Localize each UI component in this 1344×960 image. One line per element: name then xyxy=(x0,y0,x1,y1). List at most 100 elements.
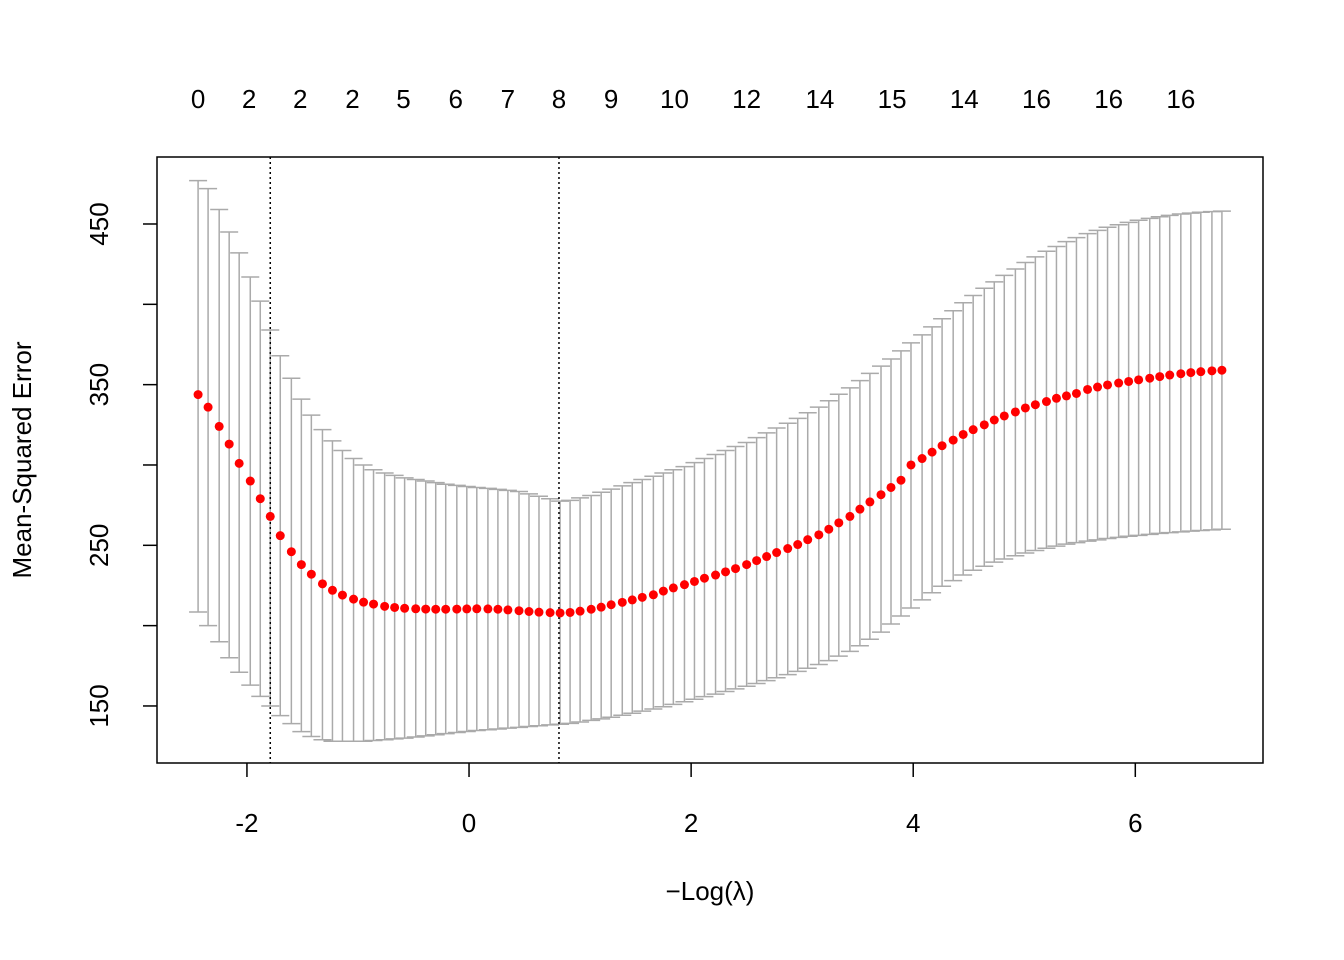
point xyxy=(472,604,482,614)
top-axis-label: 16 xyxy=(1166,84,1195,114)
point xyxy=(699,573,709,583)
point xyxy=(1083,384,1093,394)
point xyxy=(1051,393,1061,403)
point xyxy=(431,604,441,614)
y-tick-label: 150 xyxy=(84,684,114,727)
point xyxy=(296,560,306,570)
point xyxy=(369,599,379,609)
plot-frame xyxy=(156,156,1264,764)
point xyxy=(349,594,359,604)
point xyxy=(1020,403,1030,413)
point xyxy=(689,576,699,586)
point xyxy=(742,560,752,570)
point xyxy=(234,458,244,468)
point xyxy=(752,556,762,566)
point xyxy=(711,570,721,580)
point xyxy=(834,518,844,528)
point xyxy=(337,590,347,600)
x-tick-label: 6 xyxy=(1128,808,1142,838)
point xyxy=(555,608,565,618)
point xyxy=(1176,369,1186,379)
top-axis-label: 12 xyxy=(732,84,761,114)
point xyxy=(596,602,606,612)
point xyxy=(1134,375,1144,385)
point xyxy=(814,530,824,540)
point xyxy=(865,497,875,507)
top-axis-label: 6 xyxy=(448,84,462,114)
top-axis-label: 5 xyxy=(396,84,410,114)
point xyxy=(772,548,782,558)
point xyxy=(762,552,772,562)
point xyxy=(793,540,803,550)
point xyxy=(968,425,978,435)
point xyxy=(421,604,431,614)
point xyxy=(255,494,265,504)
point xyxy=(855,504,865,514)
point xyxy=(514,606,524,616)
top-axis-label: 14 xyxy=(950,84,979,114)
point xyxy=(586,604,596,614)
y-axis-title: Mean-Squared Error xyxy=(7,341,37,578)
top-axis-label: 15 xyxy=(878,84,907,114)
point xyxy=(679,580,689,590)
point xyxy=(606,600,616,610)
point xyxy=(637,592,647,602)
top-axis-label: 2 xyxy=(242,84,256,114)
point xyxy=(989,415,999,425)
point xyxy=(845,511,855,521)
point xyxy=(400,603,410,613)
point xyxy=(979,420,989,430)
point xyxy=(824,524,834,534)
point xyxy=(1124,376,1134,386)
top-axis-label: 14 xyxy=(805,84,834,114)
point xyxy=(627,595,637,605)
point xyxy=(927,447,937,457)
point xyxy=(1114,378,1124,388)
point xyxy=(1010,407,1020,417)
point xyxy=(441,604,451,614)
point xyxy=(534,607,544,617)
point xyxy=(731,564,741,574)
point xyxy=(1165,370,1175,380)
top-axis-label: 16 xyxy=(1022,84,1051,114)
point xyxy=(565,607,575,617)
top-axis-label: 2 xyxy=(293,84,307,114)
point xyxy=(999,411,1009,421)
y-tick-label: 450 xyxy=(84,202,114,245)
point xyxy=(286,547,296,557)
point xyxy=(803,535,813,545)
point xyxy=(1041,397,1051,407)
point xyxy=(658,586,668,596)
point xyxy=(721,567,731,577)
point xyxy=(306,569,316,579)
point xyxy=(193,390,203,400)
point xyxy=(380,601,390,611)
point xyxy=(462,604,472,614)
point xyxy=(1217,365,1227,375)
point xyxy=(1071,388,1081,398)
point xyxy=(483,604,493,614)
point xyxy=(886,482,896,492)
point xyxy=(545,608,555,618)
point xyxy=(224,439,234,449)
point xyxy=(783,544,793,554)
point xyxy=(390,602,400,612)
top-axis-label: 7 xyxy=(501,84,515,114)
x-tick-label: 0 xyxy=(462,808,476,838)
point xyxy=(1145,373,1155,383)
point xyxy=(958,429,968,439)
point xyxy=(411,604,421,614)
x-tick-label: 4 xyxy=(906,808,920,838)
point xyxy=(575,606,585,616)
top-axis-label: 0 xyxy=(191,84,205,114)
point xyxy=(317,579,327,589)
point xyxy=(896,475,906,485)
point xyxy=(1196,367,1206,377)
top-axis-label: 8 xyxy=(552,84,566,114)
point xyxy=(617,597,627,607)
point xyxy=(327,585,337,595)
point xyxy=(668,583,678,593)
point xyxy=(906,460,916,470)
point xyxy=(937,441,947,451)
